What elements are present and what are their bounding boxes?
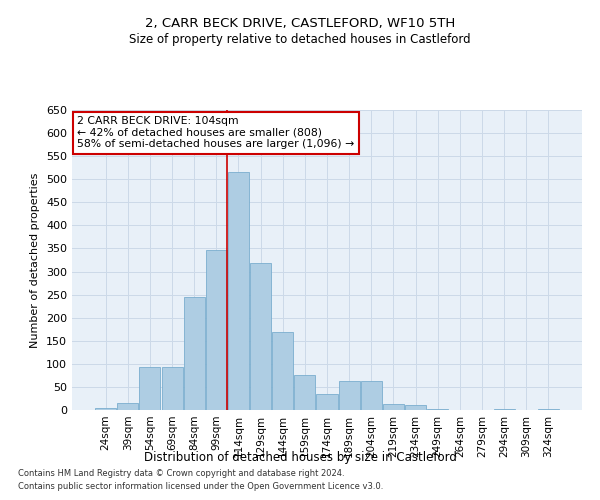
Bar <box>383 404 404 410</box>
Text: 2, CARR BECK DRIVE, CASTLEFORD, WF10 5TH: 2, CARR BECK DRIVE, CASTLEFORD, WF10 5TH <box>145 18 455 30</box>
Bar <box>338 381 359 410</box>
Bar <box>538 408 559 410</box>
Y-axis label: Number of detached properties: Number of detached properties <box>31 172 40 348</box>
Bar <box>184 297 205 410</box>
Text: Contains HM Land Registry data © Crown copyright and database right 2024.: Contains HM Land Registry data © Crown c… <box>18 468 344 477</box>
Bar <box>228 172 249 410</box>
Bar <box>427 408 448 410</box>
Bar <box>295 376 316 410</box>
Text: Distribution of detached houses by size in Castleford: Distribution of detached houses by size … <box>143 451 457 464</box>
Text: 2 CARR BECK DRIVE: 104sqm
← 42% of detached houses are smaller (808)
58% of semi: 2 CARR BECK DRIVE: 104sqm ← 42% of detac… <box>77 116 355 149</box>
Bar <box>206 250 227 410</box>
Bar <box>118 403 139 410</box>
Bar <box>494 409 515 410</box>
Bar <box>405 406 426 410</box>
Text: Size of property relative to detached houses in Castleford: Size of property relative to detached ho… <box>129 32 471 46</box>
Bar <box>316 394 338 410</box>
Text: Contains public sector information licensed under the Open Government Licence v3: Contains public sector information licen… <box>18 482 383 491</box>
Bar <box>95 408 116 410</box>
Bar <box>139 367 160 410</box>
Bar <box>250 263 271 410</box>
Bar <box>272 332 293 410</box>
Bar <box>361 381 382 410</box>
Bar <box>161 367 182 410</box>
